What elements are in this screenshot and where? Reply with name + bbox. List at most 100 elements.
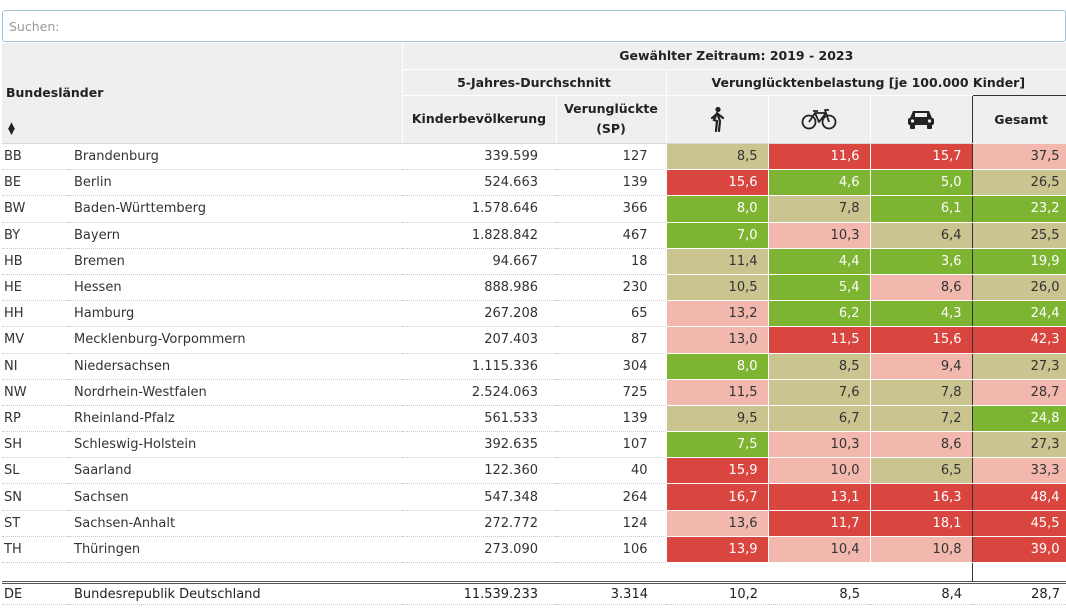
table-row[interactable]: BY Bayern 1.828.842 467 7,0 10,3 6,4 25,5 [2,222,1066,249]
bicycle-value: 6,7 [767,405,870,433]
bicycle-value: 11,6 [767,143,870,171]
accidents-value: 107 [556,431,666,459]
table-row[interactable]: TH Thüringen 273.090 106 13,9 10,4 10,8 39,0 [2,536,1066,564]
table-row[interactable]: HH Hamburg 267.208 65 13,2 6,2 4,3 24,4 [2,300,1066,328]
spacer-cell [768,563,870,583]
state-name: Rheinland-Pfalz [68,405,402,433]
car-value: 8,6 [869,274,972,302]
accidents-value: 467 [556,222,666,249]
total-value: 48,4 [971,483,1066,511]
table-row[interactable]: BW Baden-Württemberg 1.578.646 366 8,0 7,8 6,1… [2,195,1066,223]
state-name: Mecklenburg-Vorpommern [68,326,402,354]
state-code: SH [2,431,68,459]
total-value: 27,3 [971,431,1066,459]
state-code: BW [2,195,68,223]
accidents-value: 65 [556,300,666,328]
pedestrian-column-header[interactable] [665,94,768,145]
state-name: Schleswig-Holstein [68,431,402,459]
state-code: RP [2,405,68,433]
accidents-value: 139 [556,169,666,197]
search-input[interactable] [9,18,1059,34]
total-row[interactable]: DE Bundesrepublik Deutschland 11.539.233 3.… [2,581,1066,605]
table-row[interactable]: BE Berlin 524.663 139 15,6 4,6 5,0 26,5 [2,169,1066,197]
table-row[interactable]: ST Sachsen-Anhalt 272.772 124 13,6 11,7 18,1 45… [2,510,1066,537]
state-code: MV [2,326,68,354]
table-row[interactable]: SH Schleswig-Holstein 392.635 107 7,5 10,3 8,6… [2,431,1066,459]
accidents-value: 18 [556,248,666,275]
bicycle-column-header[interactable] [767,94,870,145]
table-row[interactable]: HE Hessen 888.986 230 10,5 5,4 8,6 26,0 [2,274,1066,302]
car-value: 6,4 [869,222,972,249]
state-code: HH [2,300,68,328]
accidents-value: 304 [556,353,666,380]
region-column-label: Bundesländer [6,85,104,100]
population-column-header[interactable]: Kinderbevölkerung [401,94,556,145]
bicycle-value: 10,3 [767,222,870,249]
table-row[interactable]: BB Brandenburg 339.599 127 8,5 11,6 15,7 37,5 [2,143,1066,171]
total-name: Bundesrepublik Deutschland [68,581,402,605]
accidents-value: 40 [556,457,666,485]
state-name: Niedersachsen [68,353,402,380]
accidents-value: 366 [556,195,666,223]
population-value: 1.578.646 [402,195,556,223]
total-pedestrian-value: 10,2 [666,581,768,605]
pedestrian-value: 8,0 [665,353,768,380]
bicycle-icon [801,109,837,130]
car-column-header[interactable] [869,94,972,145]
table-row[interactable]: RP Rheinland-Pfalz 561.533 139 9,5 6,7 7,2 24,8 [2,405,1066,433]
state-code: TH [2,536,68,564]
average-group-header: 5-Jahres-Durchschnitt [401,68,666,96]
spacer-cell [556,563,666,583]
accidents-value: 127 [556,143,666,171]
car-value: 18,1 [869,510,972,537]
accidents-value: 106 [556,536,666,564]
table-row[interactable]: SN Sachsen 547.348 264 16,7 13,1 16,3 48,4 [2,483,1066,511]
state-name: Saarland [68,457,402,485]
bicycle-value: 4,4 [767,248,870,275]
population-value: 392.635 [402,431,556,459]
bicycle-value: 4,6 [767,169,870,197]
population-value: 524.663 [402,169,556,197]
total-value: 24,4 [971,300,1066,328]
total-total-value: 28,7 [972,581,1066,605]
pedestrian-value: 8,0 [665,195,768,223]
pedestrian-value: 11,4 [665,248,768,275]
region-column-header[interactable]: Bundesländer ▲ ▼ [2,43,402,144]
total-value: 45,5 [971,510,1066,537]
sort-icon[interactable]: ▲ ▼ [8,121,15,137]
accidents-column-header[interactable]: Verunglückte (SP) [555,94,666,145]
bicycle-value: 10,3 [767,431,870,459]
state-name: Baden-Württemberg [68,195,402,223]
total-value: 42,3 [971,326,1066,354]
total-value: 26,5 [971,169,1066,197]
table-row[interactable]: HB Bremen 94.667 18 11,4 4,4 3,6 19,9 [2,248,1066,275]
total-column-header[interactable]: Gesamt [971,94,1066,144]
accidents-value: 139 [556,405,666,433]
car-value: 7,8 [869,379,972,406]
car-value: 3,6 [869,248,972,275]
pedestrian-icon [710,107,725,133]
table-row[interactable]: SL Saarland 122.360 40 15,9 10,0 6,5 33,3 [2,457,1066,485]
accident-table: Bundesländer ▲ ▼ Gewählter Zeitraum: 2019… [2,43,1066,605]
search-box[interactable] [2,10,1066,42]
bicycle-value: 5,4 [767,274,870,302]
total-code: DE [2,581,68,605]
state-name: Bayern [68,222,402,249]
table-row[interactable]: NW Nordrhein-Westfalen 2.524.063 725 11,5 7,6… [2,379,1066,406]
burden-group-header: Verunglücktenbelastung [je 100.000 Kinde… [665,68,1066,96]
pedestrian-value: 9,5 [665,405,768,433]
period-header: Gewählter Zeitraum: 2019 - 2023 [401,43,1066,70]
spacer-cell [68,563,402,583]
table-row[interactable]: NI Niedersachsen 1.115.336 304 8,0 8,5 9,4 27,3 [2,353,1066,380]
total-value: 39,0 [971,536,1066,564]
accidents-column-label-2: (SP) [596,121,626,137]
accidents-value: 725 [556,379,666,406]
spacer-cell [402,563,556,583]
car-value: 15,7 [869,143,972,171]
bicycle-value: 6,2 [767,300,870,328]
state-name: Nordrhein-Westfalen [68,379,402,406]
car-value: 9,4 [869,353,972,380]
table-row[interactable]: MV Mecklenburg-Vorpommern 207.403 87 13,0 11,… [2,326,1066,354]
population-value: 272.772 [402,510,556,537]
bicycle-value: 10,4 [767,536,870,564]
